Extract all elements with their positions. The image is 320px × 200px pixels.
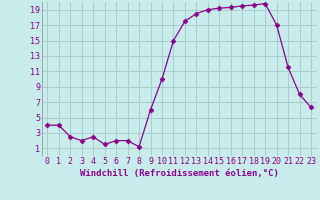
X-axis label: Windchill (Refroidissement éolien,°C): Windchill (Refroidissement éolien,°C) bbox=[80, 169, 279, 178]
